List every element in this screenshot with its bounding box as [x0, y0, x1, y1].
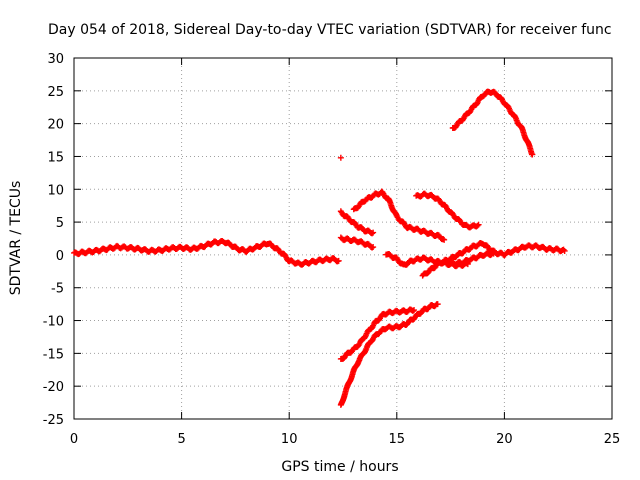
x-tick-label: 10: [281, 432, 298, 447]
y-tick-label: -25: [43, 413, 64, 428]
y-tick-label: 25: [47, 85, 64, 100]
y-tick-label: -10: [43, 315, 64, 330]
y-tick-label: 20: [47, 118, 64, 133]
x-tick-label: 0: [70, 432, 78, 447]
series-track-g: [350, 188, 448, 243]
series-track-d: [337, 234, 377, 251]
series-track-l: [449, 88, 536, 158]
data-point: [561, 247, 568, 254]
y-tick-label: 30: [47, 52, 64, 67]
series-track-a: [71, 237, 342, 268]
data-point: [409, 308, 416, 315]
series-track-k: [443, 250, 497, 268]
data-point: [370, 244, 377, 251]
y-tick-label: 5: [56, 216, 64, 231]
x-tick-label: 5: [177, 432, 185, 447]
y-tick-label: 10: [47, 183, 64, 198]
chart-title: Day 054 of 2018, Sidereal Day-to-day VTE…: [48, 22, 612, 38]
x-tick-label: 25: [604, 432, 621, 447]
data-point: [370, 229, 377, 236]
x-tick-label: 20: [496, 432, 513, 447]
data-point: [490, 250, 497, 257]
data-marks: [71, 88, 568, 408]
series-track-c: [337, 208, 377, 237]
axis-ticks: 0 5 10 15 20 25 -25 -20 -15 -10 -5 0 5 10 15 20 25 30: [43, 52, 621, 447]
data-point: [474, 222, 481, 229]
y-tick-label: -20: [43, 380, 64, 395]
y-tick-label: 15: [47, 150, 64, 165]
data-point: [529, 151, 536, 158]
x-tick-label: 15: [389, 432, 406, 447]
data-point: [411, 307, 418, 314]
y-tick-label: -15: [43, 347, 64, 362]
series-track-i: [413, 190, 482, 231]
y-tick-label: -5: [51, 282, 64, 297]
plot-frame: [73, 57, 613, 420]
data-point: [369, 230, 376, 237]
data-point: [441, 236, 448, 243]
data-point: [475, 221, 482, 228]
series-track-b: [337, 154, 344, 161]
y-tick-label: 0: [56, 249, 64, 264]
data-point: [337, 154, 344, 161]
grid-lines: [74, 58, 612, 419]
series-track-j: [419, 240, 568, 279]
series-track-f: [337, 301, 441, 408]
y-axis-label: SDTVAR / TECUs: [8, 181, 24, 296]
data-point: [335, 257, 342, 264]
x-axis-label: GPS time / hours: [281, 459, 398, 475]
series-track-e: [337, 306, 418, 362]
data-point: [434, 301, 441, 308]
